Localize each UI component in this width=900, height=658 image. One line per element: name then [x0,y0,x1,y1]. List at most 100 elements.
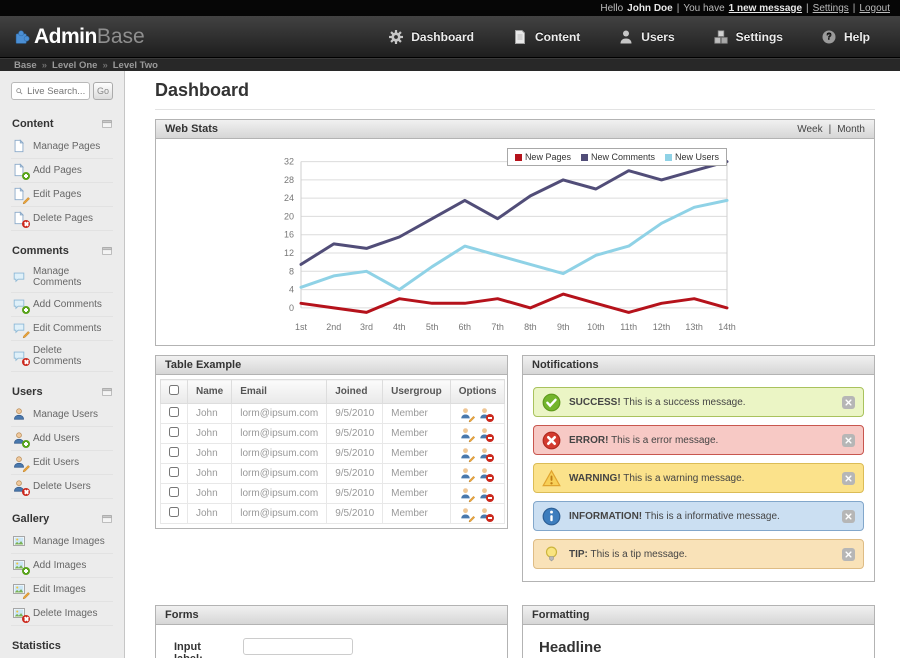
greeting-text: Hello [600,2,624,14]
nav-users[interactable]: Users [618,29,675,45]
edit-user-icon[interactable] [459,507,472,520]
image-delete-icon [12,606,30,623]
breadcrumb-item-level-two[interactable]: Level Two [112,59,158,71]
range-week-link[interactable]: Week [797,123,823,135]
sidebar-item-edit-images[interactable]: Edit Images [11,578,113,602]
sidebar-item-edit-users[interactable]: Edit Users [11,451,113,475]
sidebar-item-delete-images[interactable]: Delete Images [11,602,113,626]
breadcrumb-item-base[interactable]: Base [14,59,37,71]
new-message-link[interactable]: 1 new message [728,2,803,14]
breadcrumb-separator: » [41,59,48,71]
nav-dashboard[interactable]: Dashboard [388,29,474,45]
sidebar-item-add-users[interactable]: Add Users [11,427,113,451]
svg-text:7th: 7th [491,322,504,332]
row-checkbox[interactable] [169,467,179,477]
sidebar-item-edit-comments[interactable]: Edit Comments [11,317,113,341]
row-checkbox[interactable] [169,507,179,517]
search-input[interactable] [27,85,86,97]
sidebar-item-add-images[interactable]: Add Images [11,554,113,578]
nav-label: Help [843,29,870,44]
page-title: Dashboard [155,80,250,100]
sidebar-item-manage-images[interactable]: Manage Images [11,530,113,554]
delete-user-icon[interactable] [478,407,494,422]
svg-text:13th: 13th [685,322,703,332]
svg-text:8th: 8th [524,322,537,332]
image-add-icon [12,558,30,575]
sidebar-item-add-comments[interactable]: Add Comments [11,293,113,317]
nav-help[interactable]: Help [821,29,870,45]
collapse-icon[interactable] [102,119,112,129]
row-checkbox[interactable] [169,427,179,437]
svg-text:24: 24 [284,193,294,203]
svg-text:9th: 9th [557,322,570,332]
sidebar-item-delete-comments[interactable]: Delete Comments [11,341,113,372]
select-all-checkbox[interactable] [169,385,179,395]
close-icon[interactable] [842,433,855,447]
delete-user-icon[interactable] [478,487,494,502]
delete-user-icon[interactable] [478,447,494,462]
forms-panel: Forms Input label: [155,605,508,658]
edit-user-icon[interactable] [459,427,472,440]
search-icon [15,86,24,97]
sidebar-item-manage-users[interactable]: Manage Users [11,403,113,427]
logout-link[interactable]: Logout [859,2,890,14]
row-checkbox[interactable] [169,487,179,497]
settings-link[interactable]: Settings [812,2,849,14]
sidebar-item-edit-pages[interactable]: Edit Pages [11,183,113,207]
collapse-icon[interactable] [102,514,112,524]
sidebar-item-delete-users[interactable]: Delete Users [11,475,113,499]
app-header: AdminBase Dashboard Content Users Settin… [0,16,900,58]
close-icon[interactable] [842,471,855,485]
delete-user-icon[interactable] [478,427,494,442]
column-header-usergroup: Usergroup [382,379,451,404]
column-header-name: Name [186,379,233,404]
comment-edit-icon [12,321,27,336]
alert-warning: WARNING! This is a warning message. [533,463,864,493]
svg-text:28: 28 [284,175,294,185]
breadcrumb-item-level-one[interactable]: Level One [52,59,98,71]
section-title: Statistics [12,640,61,652]
edit-user-icon[interactable] [459,487,472,500]
close-icon[interactable] [842,509,855,523]
topbar: Hello John Doe | You have 1 new message … [0,0,900,16]
form-text-input[interactable] [243,638,353,655]
table-row: John lorm@ipsum.com 9/5/2010 Member [160,423,506,444]
row-checkbox[interactable] [169,407,179,417]
sidebar-item-delete-pages[interactable]: Delete Pages [11,207,113,231]
close-icon[interactable] [842,547,855,561]
sidebar-item-manage-comments[interactable]: Manage Comments [11,262,113,293]
image-edit-icon [12,582,27,597]
edit-user-icon[interactable] [459,447,472,460]
svg-text:6th: 6th [459,322,472,332]
nav-settings[interactable]: Settings [713,29,783,45]
svg-text:32: 32 [284,157,294,167]
app-logo[interactable]: AdminBase [14,25,145,49]
edit-user-icon[interactable] [459,407,472,420]
nav-content[interactable]: Content [512,29,580,45]
user-add-icon [12,431,30,448]
section-title: Content [12,118,54,130]
edit-user-icon[interactable] [459,467,472,480]
delete-user-icon[interactable] [478,467,494,482]
logo-text-bold: Admin [34,24,97,48]
you-have-text: You have [683,2,725,14]
notifications-panel: Notifications SUCCESS! This is a success… [522,355,875,582]
close-icon[interactable] [842,395,855,409]
sidebar-item-add-pages[interactable]: Add Pages [11,159,113,183]
puzzle-logo-icon [14,28,31,45]
user-icon [12,407,27,422]
breadcrumb-separator: » [102,59,108,71]
table-row: John lorm@ipsum.com 9/5/2010 Member [160,443,506,464]
breadcrumb: Base » Level One » Level Two [0,58,900,71]
sidebar-item-manage-pages[interactable]: Manage Pages [11,135,113,159]
range-month-link[interactable]: Month [837,123,865,135]
user-name: John Doe [627,2,673,14]
panel-title: Web Stats [165,123,218,135]
legend-swatch-new-users [664,153,672,161]
delete-user-icon[interactable] [478,507,494,522]
row-checkbox[interactable] [169,447,179,457]
collapse-icon[interactable] [102,246,112,256]
collapse-icon[interactable] [102,387,112,397]
legend-swatch-new-comments [580,153,588,161]
search-go-button[interactable]: Go [93,82,113,100]
